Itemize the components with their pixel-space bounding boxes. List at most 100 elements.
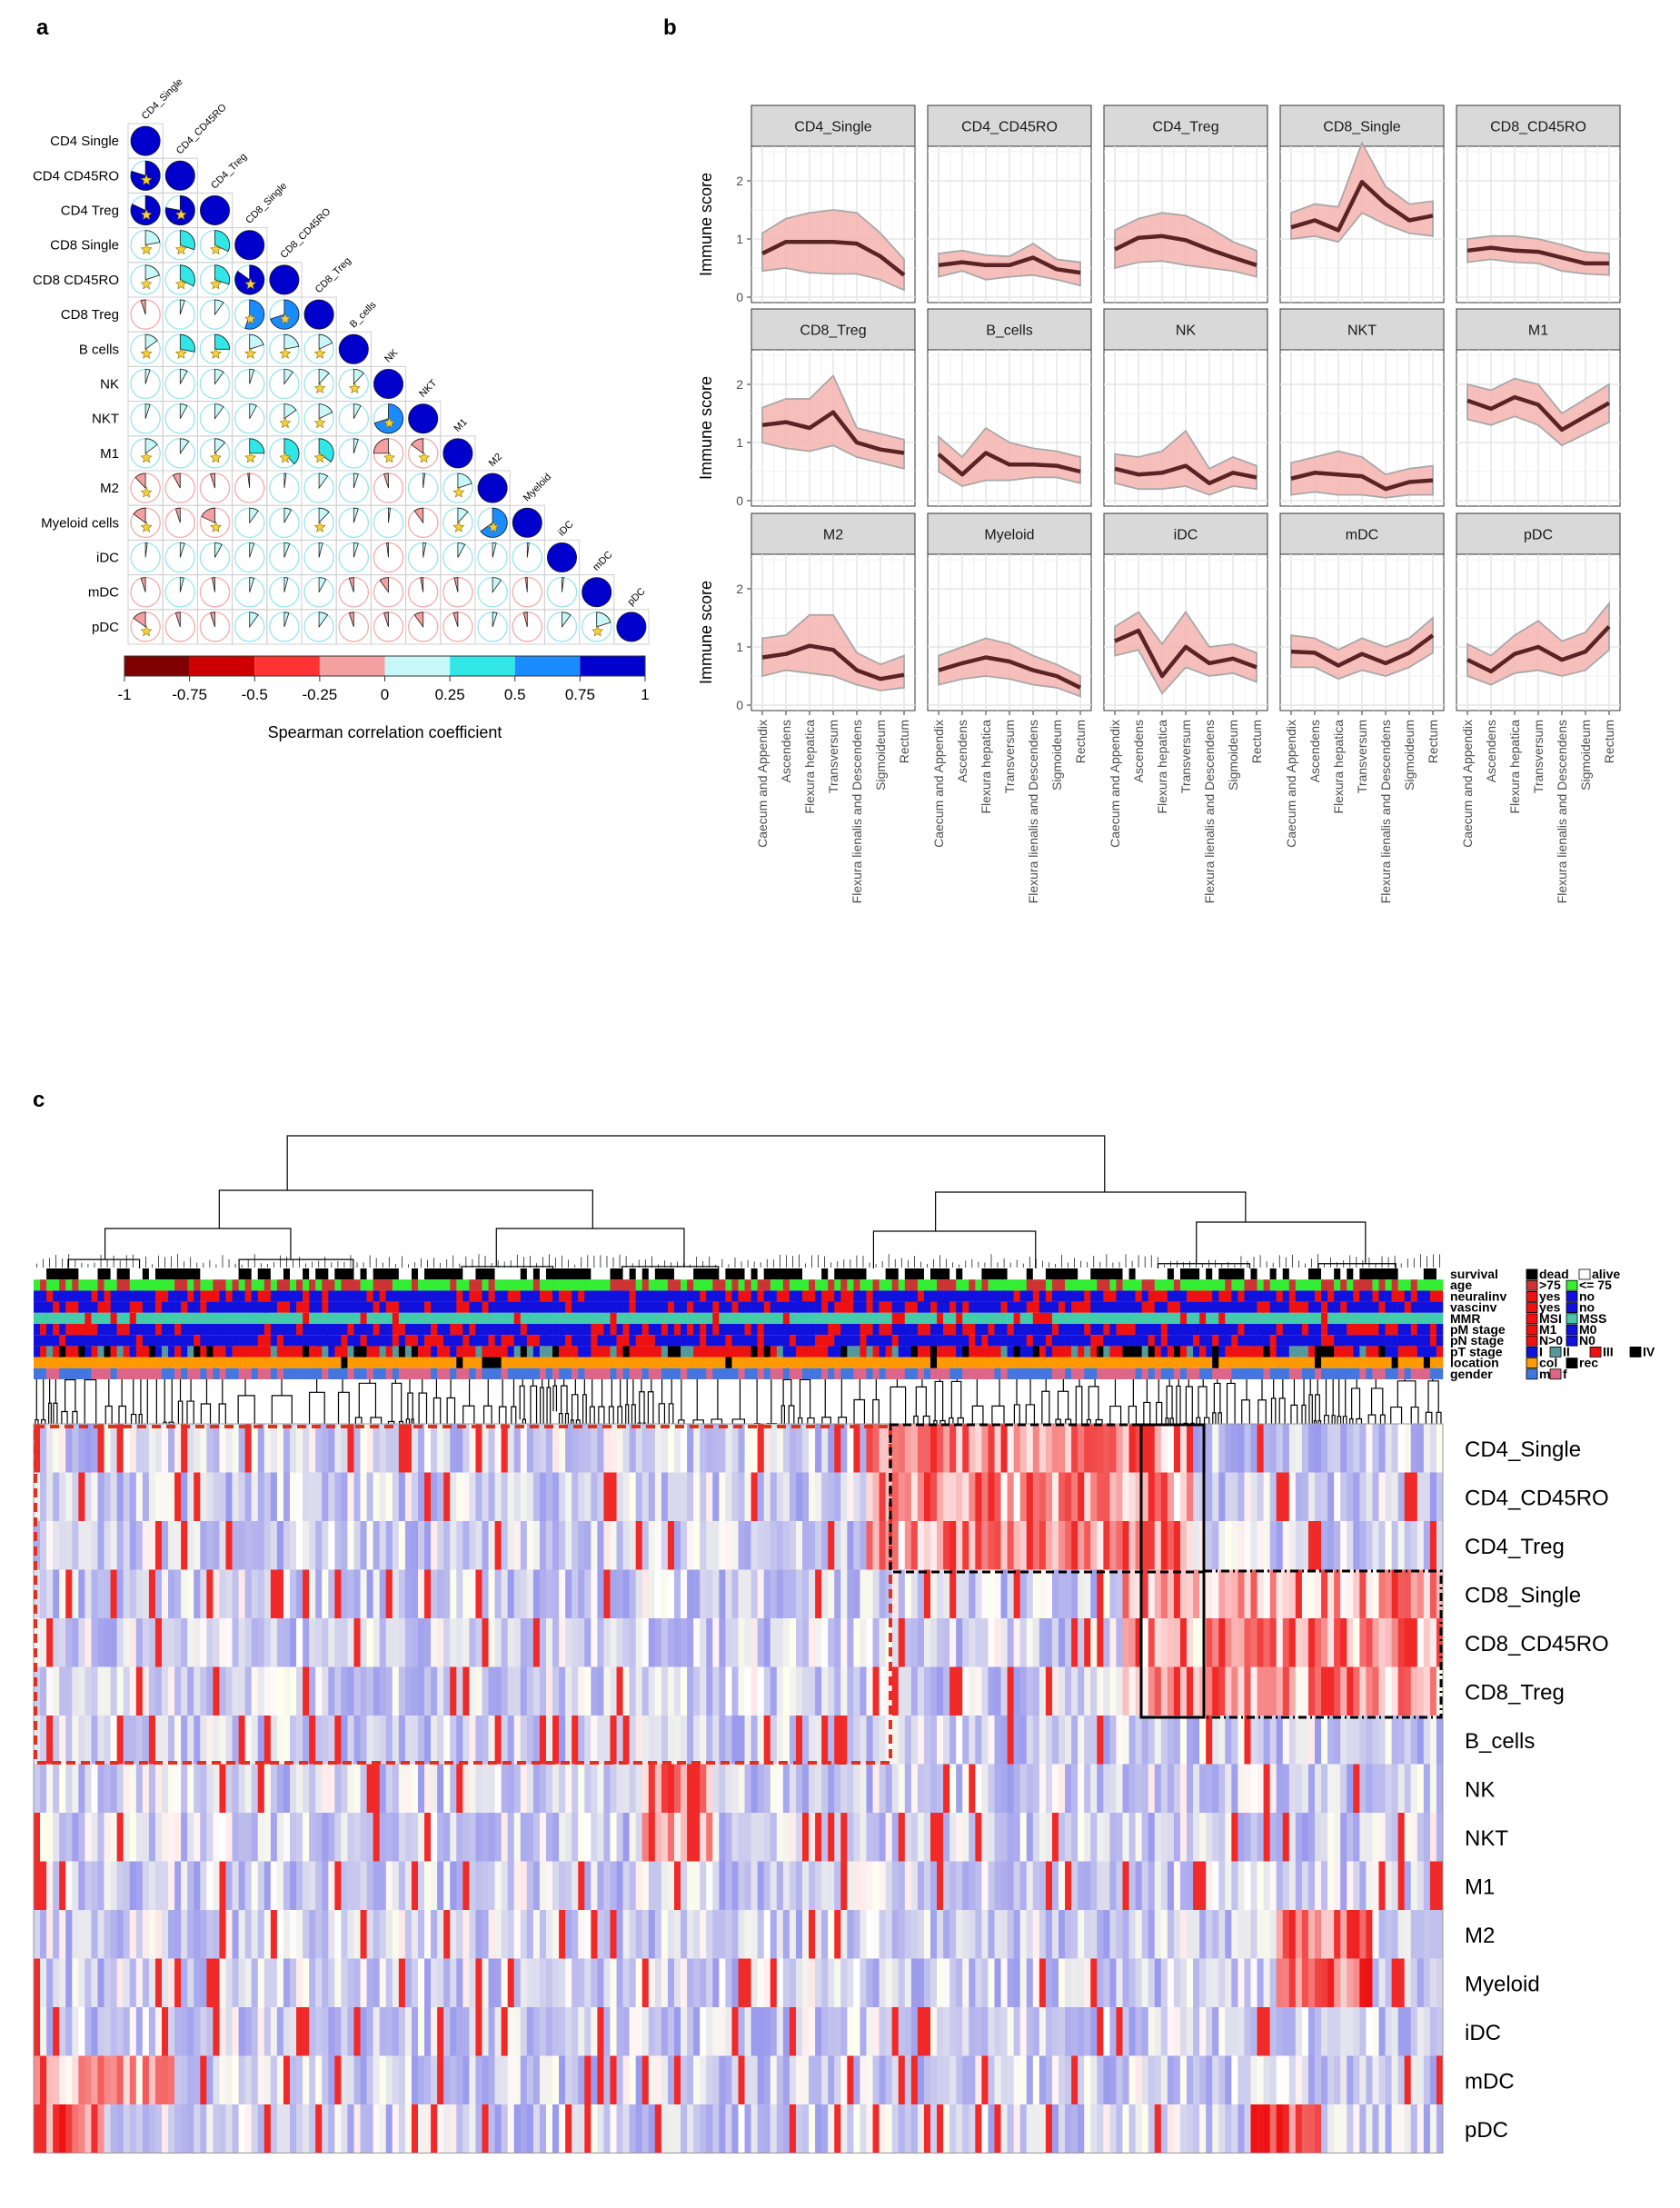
heatmap-cell (956, 1521, 963, 1570)
annotation-cell (65, 1346, 73, 1358)
annotation-cell (847, 1312, 854, 1324)
dendrogram-branch (1143, 1401, 1151, 1432)
annotation-cell (1404, 1346, 1412, 1358)
heatmap-cell (392, 1569, 400, 1618)
annotation-cell (667, 1357, 675, 1368)
x-tick-label: Transversum (826, 720, 840, 793)
heatmap-cell (1244, 1618, 1251, 1667)
heatmap-cell (315, 1472, 323, 1521)
annotation-cell (238, 1312, 245, 1324)
heatmap-cell (213, 1424, 220, 1473)
annotation-cell (1417, 1279, 1425, 1291)
x-tick-label: Caecum and Appendix (1460, 720, 1475, 848)
annotation-cell (53, 1268, 60, 1280)
heatmap-cell (129, 1666, 137, 1716)
annotation-cell (1218, 1312, 1226, 1324)
annotation-cell (1212, 1312, 1219, 1324)
heatmap-cell (1429, 1618, 1437, 1667)
annotation-cell (641, 1279, 650, 1291)
dendrogram-branch (661, 1376, 672, 1404)
heatmap-cell (270, 1521, 278, 1570)
corr-row-label: NK (100, 377, 119, 393)
annotation-cell (578, 1279, 585, 1291)
annotation-cell (379, 1346, 387, 1358)
annotation-cell (546, 1279, 553, 1291)
legend-swatch (1566, 1302, 1578, 1313)
significance-star-icon (313, 452, 326, 463)
corr-row-label: iDC (96, 551, 119, 566)
annotation-cell (879, 1268, 886, 1280)
heatmap-cell (738, 1424, 745, 1473)
annotation-cell (507, 1324, 515, 1336)
annotation-cell (1244, 1324, 1251, 1336)
annotation-cell (1429, 1290, 1437, 1302)
heatmap-cell (238, 1472, 245, 1521)
heatmap-cell (988, 1618, 995, 1667)
annotation-cell (1366, 1368, 1373, 1379)
x-tick-label: Rectum (1249, 720, 1264, 763)
heatmap-cell (251, 1424, 259, 1473)
annotation-cell (1257, 1368, 1264, 1379)
annotation-cell (462, 1346, 470, 1358)
annotation-cell (1179, 1346, 1188, 1358)
heatmap-cell (322, 1569, 329, 1618)
annotation-cell (123, 1335, 131, 1347)
annotation-cell (847, 1268, 854, 1280)
annotation-cell (937, 1324, 944, 1336)
annotation-cell (1206, 1324, 1213, 1336)
annotation-cell (494, 1324, 502, 1336)
heatmap-cell (898, 1618, 906, 1667)
annotation-cell (353, 1357, 361, 1368)
heatmap-cell (418, 1521, 425, 1570)
annotation-cell (181, 1335, 188, 1347)
annotation-cell (975, 1368, 982, 1379)
annotation-cell (629, 1357, 636, 1368)
heatmap-cell (866, 1618, 873, 1667)
annotation-cell (770, 1357, 778, 1368)
heatmap-cell (1090, 1521, 1098, 1570)
corr-pie-slice (522, 612, 528, 627)
corr-pie-slice (179, 264, 195, 287)
annotation-cell (1206, 1290, 1213, 1302)
dendrogram-branch (799, 1378, 811, 1418)
annotation-cell (879, 1312, 886, 1324)
heatmap-cell (456, 1569, 463, 1618)
heatmap-cell (1013, 1618, 1020, 1667)
heatmap-cell (700, 1472, 707, 1521)
annotation-cell (1288, 1324, 1297, 1336)
annotation-cell (341, 1346, 348, 1358)
annotation-cell (635, 1324, 643, 1336)
corr-pie-slice (453, 577, 459, 592)
annotation-cell (443, 1368, 451, 1379)
annotation-cell (1301, 1324, 1309, 1336)
annotation-cell (1238, 1312, 1245, 1324)
annotation-cell (1032, 1290, 1040, 1302)
annotation-cell (303, 1346, 310, 1358)
heatmap-cell (469, 1424, 476, 1473)
heatmap-cell (40, 1666, 47, 1716)
heatmap-cell (424, 1521, 432, 1570)
annotation-cell (1397, 1290, 1405, 1302)
annotation-cell (1301, 1346, 1309, 1358)
annotation-cell (1199, 1346, 1207, 1358)
annotation-cell (552, 1301, 560, 1313)
annotation-cell (1231, 1346, 1238, 1358)
heatmap-cell (994, 1424, 1001, 1473)
annotation-cell (488, 1279, 495, 1291)
annotation-cell (1199, 1312, 1207, 1324)
annotation-cell (482, 1357, 489, 1368)
annotation-cell (194, 1357, 201, 1368)
heatmap-cell (431, 1618, 438, 1667)
annotation-cell (597, 1279, 604, 1291)
annotation-cell (257, 1290, 265, 1302)
heatmap-cell (763, 1521, 771, 1570)
heatmap-cell (1193, 1424, 1200, 1473)
annotation-cell (1340, 1290, 1347, 1302)
heatmap-cell (923, 1521, 931, 1570)
heatmap-cell (40, 1472, 47, 1521)
annotation-cell (937, 1279, 944, 1291)
heatmap-cell (539, 1618, 547, 1667)
annotation-cell (142, 1324, 150, 1336)
annotation-cell (206, 1346, 214, 1358)
corr-col-label: mDC (591, 549, 614, 572)
